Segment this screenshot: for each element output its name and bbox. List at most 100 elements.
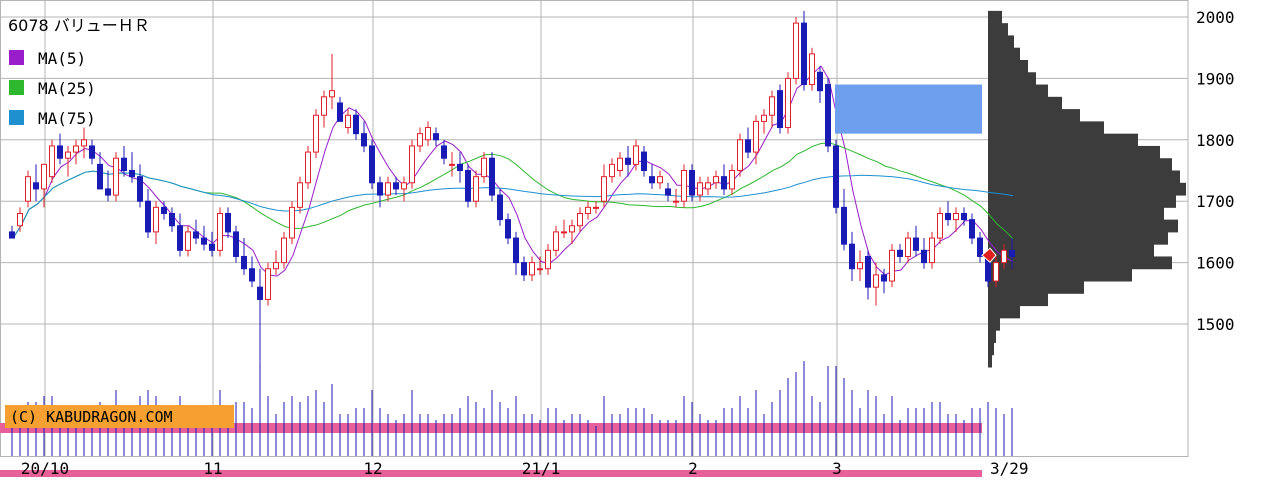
- candle-body: [89, 145, 95, 159]
- profile-bar: [988, 72, 1036, 86]
- profile-bar: [988, 145, 1160, 159]
- profile-bar: [988, 256, 1172, 270]
- candle-body: [385, 182, 391, 196]
- candle-body: [497, 194, 503, 221]
- candle-body: [473, 176, 479, 202]
- candle-body: [265, 268, 271, 300]
- candle-body: [441, 145, 447, 159]
- profile-bar: [988, 96, 1062, 110]
- candle-body: [729, 170, 735, 190]
- candle-body: [33, 182, 39, 190]
- legend-swatch-ma5: [9, 50, 24, 65]
- candle-body: [129, 170, 135, 178]
- candle-body: [801, 22, 807, 86]
- copyright-text: (C) KABUDRAGON.COM: [10, 408, 173, 426]
- legend-label-ma5: MA(5): [38, 49, 86, 68]
- candle-body: [193, 231, 199, 239]
- candle-body: [1009, 249, 1015, 257]
- candle-body: [873, 274, 879, 288]
- candle-body: [697, 182, 703, 196]
- candle-body: [737, 139, 743, 172]
- y-tick-label: 1700: [1196, 192, 1235, 211]
- candle-body: [977, 237, 983, 257]
- x-tick-label: 20/10: [21, 459, 69, 478]
- legend-swatch-ma75: [9, 110, 24, 125]
- profile-bar: [988, 84, 1048, 98]
- candle-body: [753, 120, 759, 153]
- profile-bar: [988, 35, 1014, 49]
- candle-body: [953, 212, 959, 221]
- candle-body: [169, 212, 175, 227]
- volume-band: [0, 423, 982, 433]
- profile-bar: [988, 170, 1180, 184]
- candle-body: [329, 90, 335, 98]
- candle-body: [649, 176, 655, 184]
- candle-body: [961, 212, 967, 221]
- candle-body: [545, 249, 551, 270]
- candle-body: [57, 145, 63, 159]
- y-tick-label: 1800: [1196, 131, 1235, 150]
- candle-body: [881, 274, 887, 282]
- candle-body: [353, 114, 359, 135]
- candle-body: [113, 157, 119, 196]
- candle-body: [401, 182, 407, 190]
- candle-body: [41, 163, 47, 190]
- candle-body: [945, 212, 951, 221]
- profile-bar: [988, 354, 992, 368]
- candle-body: [937, 212, 943, 239]
- candle-body: [625, 157, 631, 165]
- candle-body: [337, 102, 343, 122]
- candle-body: [777, 90, 783, 129]
- candle-body: [505, 219, 511, 239]
- candle-body: [369, 145, 375, 184]
- profile-bar: [988, 342, 994, 356]
- last-date-label: 3/29: [990, 459, 1029, 478]
- volume-profile: [988, 10, 1186, 368]
- plot-frame: [0, 0, 1189, 457]
- profile-bar: [988, 317, 1000, 331]
- candle-body: [785, 77, 791, 129]
- x-tick-label: 11: [203, 459, 222, 478]
- candle-body: [153, 206, 159, 233]
- chart-overlays: [835, 84, 997, 263]
- candle-body: [849, 243, 855, 270]
- candle-body: [825, 84, 831, 147]
- candle-body: [433, 133, 439, 141]
- profile-bar: [988, 219, 1178, 233]
- date-band: [0, 470, 982, 477]
- candle-body: [249, 268, 255, 282]
- legend-label-ma25: MA(25): [38, 79, 96, 98]
- candle-body: [201, 237, 207, 245]
- candle-body: [25, 176, 31, 202]
- candle-body: [705, 182, 711, 190]
- x-tick-label: 2: [688, 459, 698, 478]
- candle-body: [297, 182, 303, 208]
- candle-body: [137, 176, 143, 202]
- candle-body: [681, 170, 687, 202]
- candle-body: [641, 151, 647, 172]
- candle-body: [905, 237, 911, 257]
- candle-body: [969, 219, 975, 239]
- candle-body: [665, 188, 671, 196]
- candle-body: [313, 114, 319, 153]
- candle-body: [9, 231, 15, 239]
- profile-bar: [988, 207, 1164, 221]
- candle-body: [761, 114, 767, 122]
- candle-body: [177, 225, 183, 251]
- x-tick-label: 12: [363, 459, 382, 478]
- profile-bar: [988, 182, 1186, 196]
- candle-body: [537, 268, 543, 271]
- candle-body: [713, 176, 719, 184]
- candle-body: [425, 127, 431, 141]
- candle-body: [273, 262, 279, 270]
- candle-body: [225, 212, 231, 233]
- candle-body: [561, 231, 567, 234]
- profile-bar: [988, 10, 1002, 24]
- candle-body: [585, 206, 591, 214]
- profile-bar: [988, 109, 1080, 122]
- candle-body: [233, 231, 239, 257]
- ma-line-ma75: [12, 170, 1014, 239]
- candle-body: [121, 157, 127, 172]
- candle-body: [673, 200, 679, 203]
